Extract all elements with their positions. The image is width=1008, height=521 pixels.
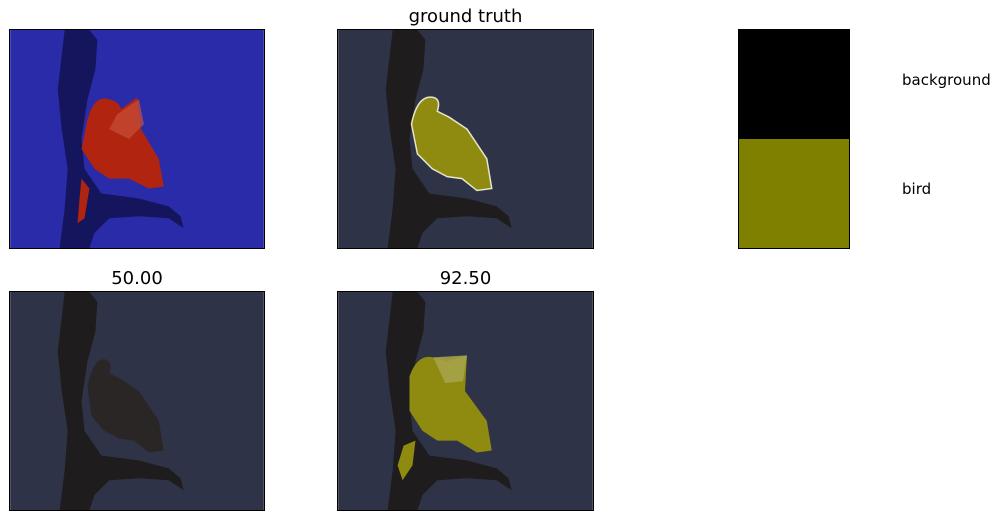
legend-color-swatches xyxy=(738,29,850,249)
overlay-panel-input xyxy=(9,29,265,249)
prediction-2-mask-image xyxy=(338,292,593,510)
overlay-panel-ground-truth xyxy=(337,29,594,249)
legend-label-bird: bird xyxy=(902,180,932,198)
overlay-panel-prediction-2 xyxy=(337,291,594,511)
bird-photo-overlay-image xyxy=(10,30,264,248)
prediction-1-score-title: 50.00 xyxy=(111,268,163,289)
overlay-panel-prediction-1 xyxy=(9,291,265,511)
legend-swatch-bird xyxy=(739,139,849,248)
prediction-2-score-title: 92.50 xyxy=(439,268,492,289)
prediction-1-mask-image xyxy=(10,292,264,510)
ground-truth-mask-image xyxy=(338,30,593,248)
ground-truth-title: ground truth xyxy=(408,6,523,27)
legend-swatch-background xyxy=(739,30,849,139)
legend-label-background: background xyxy=(902,71,991,89)
